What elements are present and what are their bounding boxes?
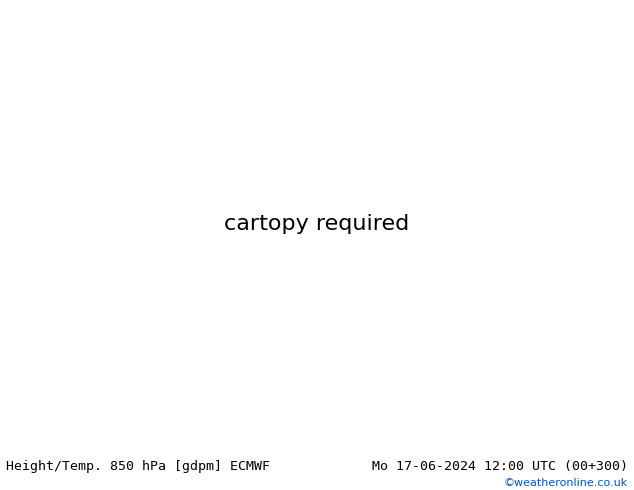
Text: Height/Temp. 850 hPa [gdpm] ECMWF: Height/Temp. 850 hPa [gdpm] ECMWF: [6, 460, 270, 473]
Text: ©weatheronline.co.uk: ©weatheronline.co.uk: [503, 478, 628, 488]
Text: Mo 17-06-2024 12:00 UTC (00+300): Mo 17-06-2024 12:00 UTC (00+300): [372, 460, 628, 473]
Text: cartopy required: cartopy required: [224, 214, 410, 234]
